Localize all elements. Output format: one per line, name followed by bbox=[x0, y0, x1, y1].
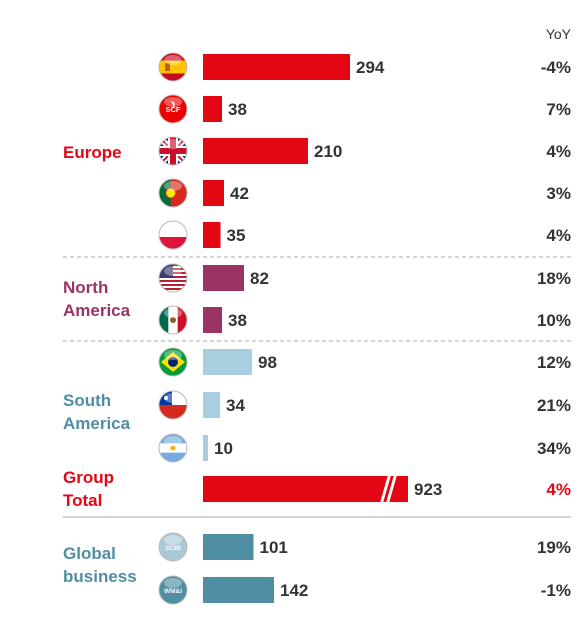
region-label-north-america: North America bbox=[63, 278, 131, 320]
bar-usa-flag-icon bbox=[203, 265, 244, 291]
region-label-group-total: Group Total bbox=[63, 468, 114, 510]
bar-mexico-flag-icon bbox=[203, 307, 222, 333]
yoy-label: -4% bbox=[541, 58, 571, 77]
value-label: 142 bbox=[280, 581, 308, 600]
yoy-label: -1% bbox=[541, 581, 571, 600]
bar-poland-flag-icon bbox=[203, 222, 221, 248]
value-label: 10 bbox=[214, 439, 233, 458]
scib-icon: SCIB bbox=[158, 532, 188, 562]
yoy-label: 3% bbox=[546, 184, 571, 203]
yoy-label: 18% bbox=[537, 269, 571, 288]
value-label: 42 bbox=[230, 184, 249, 203]
yoy-label: 4% bbox=[546, 226, 571, 245]
yoy-label: 7% bbox=[546, 100, 571, 119]
yoy-header: YoY bbox=[546, 26, 572, 42]
yoy-label: 4% bbox=[546, 142, 571, 161]
usa-flag-icon bbox=[158, 263, 188, 293]
region-label-global-business: Global business bbox=[63, 544, 137, 586]
scf-icon-text: SCF bbox=[166, 105, 181, 114]
value-label: 923 bbox=[414, 480, 442, 499]
poland-flag-icon bbox=[158, 220, 188, 250]
portugal-flag-icon bbox=[158, 178, 188, 208]
value-label: 82 bbox=[250, 269, 269, 288]
region-label-south-america: South America bbox=[63, 391, 131, 433]
group-total-bar bbox=[203, 475, 408, 503]
chile-flag-icon bbox=[158, 390, 188, 420]
yoy-label: 10% bbox=[537, 311, 571, 330]
bar-scib-icon bbox=[203, 534, 254, 560]
value-label: 38 bbox=[228, 100, 247, 119]
bar-argentina-flag-icon bbox=[203, 435, 208, 461]
value-label: 101 bbox=[260, 538, 288, 557]
wmi-icon: WM&I bbox=[158, 575, 188, 605]
bar-brazil-flag-icon bbox=[203, 349, 252, 375]
bar-chile-flag-icon bbox=[203, 392, 220, 418]
yoy-label: 34% bbox=[537, 439, 571, 458]
region-label-europe: Europe bbox=[63, 143, 122, 162]
value-label: 34 bbox=[226, 396, 245, 415]
scf-icon: SCF bbox=[158, 94, 188, 124]
scib-icon-text: SCIB bbox=[165, 545, 181, 552]
brazil-flag-icon bbox=[158, 347, 188, 377]
uk-flag-icon bbox=[158, 136, 188, 166]
value-label: 98 bbox=[258, 353, 277, 372]
spain-flag-icon bbox=[158, 52, 188, 82]
yoy-label: 12% bbox=[537, 353, 571, 372]
yoy-label: 4% bbox=[546, 480, 571, 499]
bar-spain-flag-icon bbox=[203, 54, 350, 80]
argentina-flag-icon bbox=[158, 433, 188, 463]
bar-wmi-icon bbox=[203, 577, 274, 603]
value-label: 38 bbox=[228, 311, 247, 330]
value-label: 294 bbox=[356, 58, 385, 77]
yoy-label: 19% bbox=[537, 538, 571, 557]
bar-uk-flag-icon bbox=[203, 138, 308, 164]
bar-scf-icon bbox=[203, 96, 222, 122]
yoy-label: 21% bbox=[537, 396, 571, 415]
value-label: 35 bbox=[227, 226, 246, 245]
value-label: 210 bbox=[314, 142, 342, 161]
wmi-icon-text: WM&I bbox=[164, 588, 182, 595]
mexico-flag-icon bbox=[158, 305, 188, 335]
bar-portugal-flag-icon bbox=[203, 180, 224, 206]
